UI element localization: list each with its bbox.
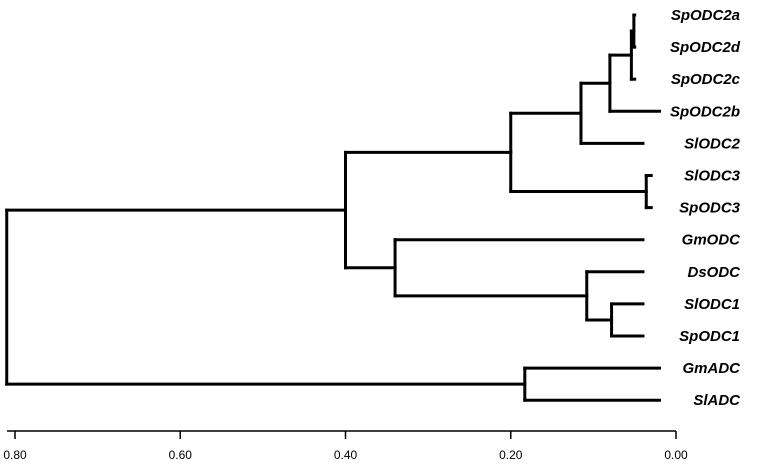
- distance-axis: 0.80 0.60 0.40 0.20 0.00: [3, 430, 688, 462]
- leaf-label: SpODC2b: [670, 103, 740, 120]
- leaf-label: SpODC1: [679, 328, 740, 345]
- axis-tick-label: 0.40: [334, 448, 358, 462]
- axis-tick-label: 0.00: [664, 448, 688, 462]
- leaf-label: SlODC2: [684, 135, 741, 152]
- axis-tick-label: 0.60: [169, 448, 193, 462]
- axis-tick-label: 0.80: [3, 448, 27, 462]
- leaf-label: SpODC2d: [670, 39, 741, 56]
- axis-tick-label: 0.20: [499, 448, 523, 462]
- leaf-labels: SpODC2a SpODC2d SpODC2c SpODC2b SlODC2 SlODC3…: [670, 7, 741, 409]
- leaf-label: SlADC: [693, 392, 741, 409]
- leaf-label: DsODC: [687, 264, 741, 281]
- leaf-label: SlODC1: [684, 296, 740, 313]
- dendrogram-branches: [5, 13, 661, 402]
- leaf-label: SpODC2c: [671, 71, 741, 88]
- leaf-label: SpODC2a: [671, 7, 740, 24]
- leaf-label: SpODC3: [679, 200, 741, 217]
- leaf-label: SlODC3: [684, 168, 741, 185]
- leaf-label: GmADC: [682, 360, 741, 377]
- leaf-label: GmODC: [682, 232, 742, 249]
- axis-ticks: 0.80 0.60 0.40 0.20 0.00: [3, 431, 688, 462]
